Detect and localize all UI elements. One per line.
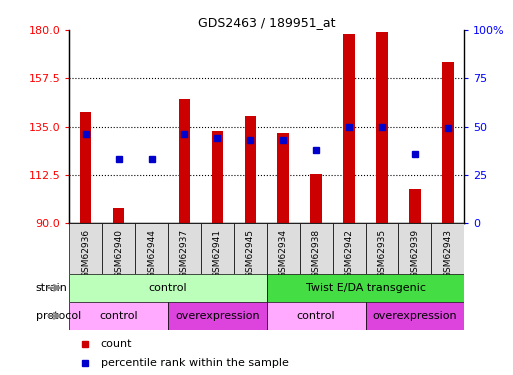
Bar <box>365 302 464 330</box>
Bar <box>278 133 289 223</box>
Bar <box>201 223 234 274</box>
Text: GSM62945: GSM62945 <box>246 229 255 278</box>
Text: protocol: protocol <box>36 311 81 321</box>
Bar <box>409 189 421 223</box>
Bar <box>113 208 124 223</box>
Bar <box>343 34 355 223</box>
Bar <box>168 302 267 330</box>
Bar <box>376 32 388 223</box>
Bar <box>168 223 201 274</box>
Text: control: control <box>149 283 187 293</box>
Bar <box>69 302 168 330</box>
Bar <box>365 223 399 274</box>
Bar <box>80 111 91 223</box>
Bar <box>431 223 464 274</box>
Bar <box>179 99 190 223</box>
Bar <box>332 223 365 274</box>
Text: control: control <box>297 311 336 321</box>
Bar <box>102 223 135 274</box>
Text: GSM62940: GSM62940 <box>114 229 123 278</box>
Text: strain: strain <box>36 283 68 293</box>
Text: GSM62938: GSM62938 <box>311 229 321 278</box>
Text: GSM62942: GSM62942 <box>345 229 353 278</box>
Bar <box>267 302 365 330</box>
Bar <box>234 223 267 274</box>
Bar <box>135 223 168 274</box>
Bar <box>245 116 256 223</box>
Text: GSM62939: GSM62939 <box>410 229 420 278</box>
Title: GDS2463 / 189951_at: GDS2463 / 189951_at <box>198 16 336 29</box>
Text: Twist E/DA transgenic: Twist E/DA transgenic <box>306 283 425 293</box>
Text: GSM62935: GSM62935 <box>378 229 386 278</box>
Text: GSM62937: GSM62937 <box>180 229 189 278</box>
Text: GSM62934: GSM62934 <box>279 229 288 278</box>
Bar <box>267 274 464 302</box>
Text: overexpression: overexpression <box>175 311 260 321</box>
Text: GSM62936: GSM62936 <box>81 229 90 278</box>
Text: control: control <box>100 311 138 321</box>
Bar <box>399 223 431 274</box>
Text: percentile rank within the sample: percentile rank within the sample <box>101 358 289 368</box>
Bar <box>212 131 223 223</box>
Text: count: count <box>101 339 132 349</box>
Text: overexpression: overexpression <box>372 311 457 321</box>
Text: GSM62944: GSM62944 <box>147 229 156 278</box>
Bar <box>69 223 102 274</box>
Bar <box>69 274 267 302</box>
Bar <box>267 223 300 274</box>
Bar <box>300 223 332 274</box>
Text: GSM62943: GSM62943 <box>443 229 452 278</box>
Bar <box>442 62 453 223</box>
Bar <box>310 174 322 223</box>
Text: GSM62941: GSM62941 <box>213 229 222 278</box>
